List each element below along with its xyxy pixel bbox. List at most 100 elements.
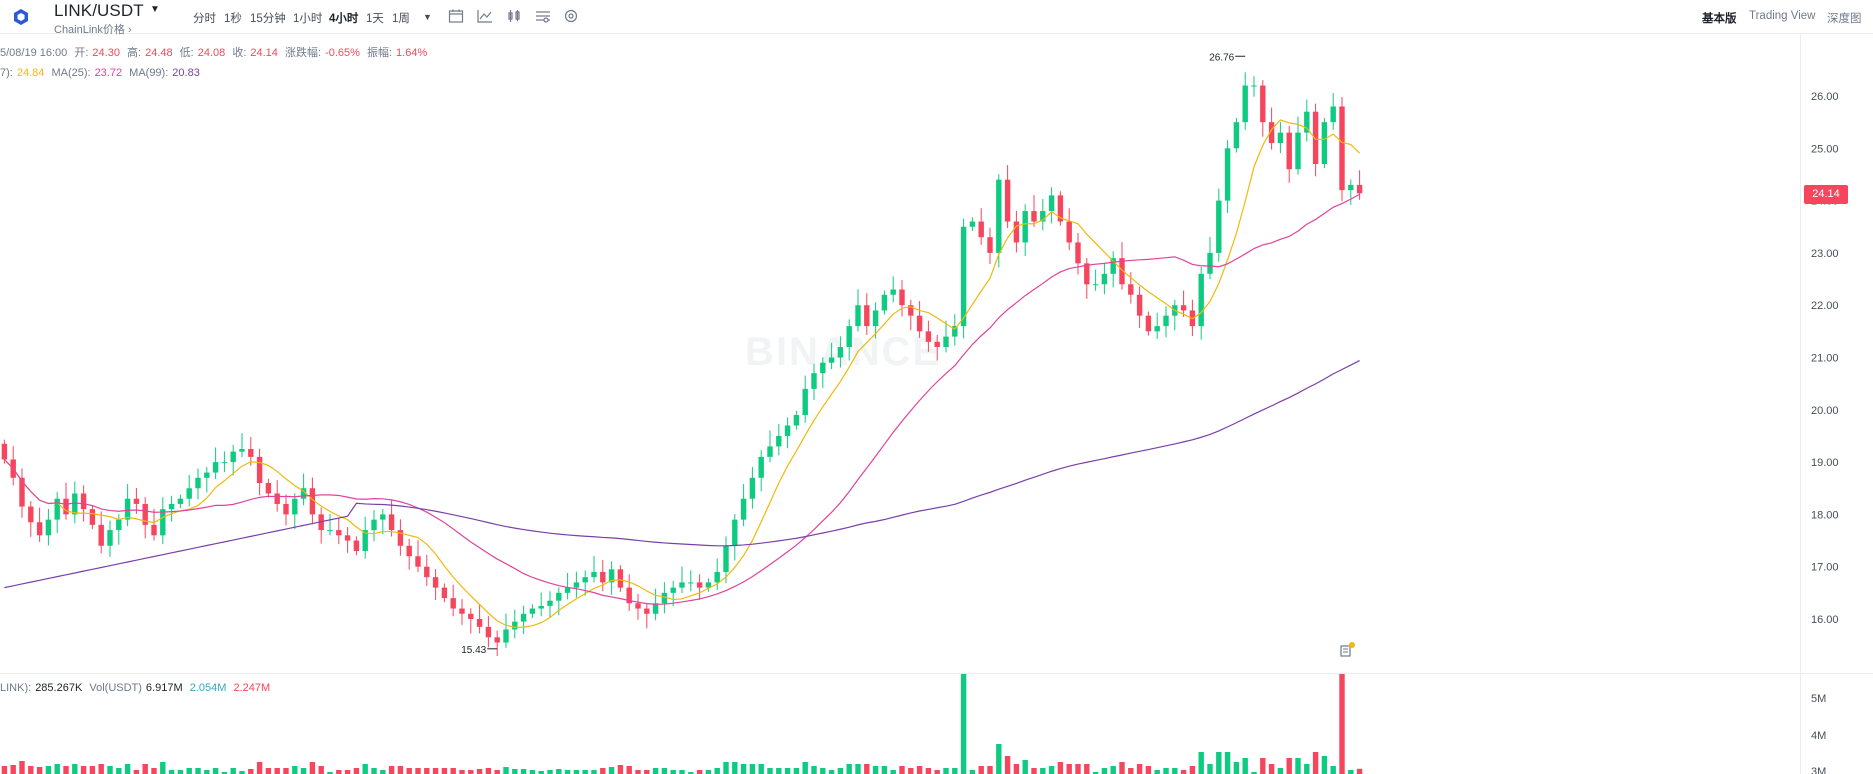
candle-body [758, 456, 764, 478]
volume-bar [556, 769, 562, 774]
interval-4h[interactable]: 4小时 [329, 13, 359, 25]
more-intervals-icon[interactable]: ▼ [423, 12, 432, 22]
candle [432, 569, 439, 600]
candle [1180, 290, 1187, 317]
candle-body [679, 582, 685, 588]
candle-body [248, 449, 254, 457]
view-basic[interactable]: 基本版 [1702, 13, 1737, 25]
candle-body [476, 619, 483, 627]
volume-bar [292, 766, 298, 774]
candle-body [776, 435, 782, 447]
candle-style-icon[interactable] [506, 9, 522, 23]
candle [811, 363, 817, 401]
volume-bar [899, 766, 905, 774]
pair-title[interactable]: LINK/USDT [54, 1, 144, 20]
candle-body [617, 569, 624, 588]
candle-body [1260, 85, 1266, 123]
candle [1013, 210, 1020, 253]
candle-body [714, 571, 720, 583]
candle [1277, 121, 1284, 154]
view-depth[interactable]: 深度图 [1827, 13, 1862, 25]
candle [1268, 107, 1275, 150]
volume-bar [1, 766, 8, 774]
candle-body [1136, 294, 1143, 316]
candle [45, 508, 52, 546]
volume-bar [54, 764, 60, 774]
candle-body [1304, 111, 1310, 133]
candle-body [1180, 305, 1187, 311]
candle [283, 494, 289, 526]
candle-body [344, 535, 351, 541]
candle [124, 484, 131, 527]
interval-15m[interactable]: 15分钟 [250, 13, 286, 25]
candle-body [494, 637, 500, 643]
candle-body [820, 362, 826, 374]
candle [441, 583, 448, 603]
candle [784, 417, 791, 449]
interval-1s[interactable]: 1秒 [224, 13, 242, 25]
candle-body [1242, 85, 1248, 123]
candle-body [1154, 326, 1160, 332]
indicator-settings-icon[interactable] [535, 9, 551, 23]
candlestick-chart[interactable]: 26.0025.0024.0023.0022.0021.0020.0019.00… [0, 34, 1873, 673]
candle [274, 480, 280, 512]
interval-1d[interactable]: 1天 [366, 13, 384, 25]
volume-bar [996, 744, 1002, 774]
candle [450, 584, 456, 617]
candle [28, 501, 34, 537]
candle [582, 570, 588, 596]
pair-subtitle-link[interactable]: ChainLink价格 › [54, 24, 132, 36]
volume-bar [353, 768, 360, 774]
candle-body [292, 498, 298, 515]
candle-body [336, 530, 342, 536]
interval-1h[interactable]: 1小时 [293, 13, 323, 25]
volume-bar [987, 766, 993, 774]
pair-dropdown-icon[interactable]: ▼ [150, 4, 160, 15]
candle-body [1119, 258, 1125, 285]
volume-bar [1189, 766, 1196, 774]
volume-bar [45, 766, 52, 774]
volume-bar [160, 762, 166, 774]
candle-body [1163, 315, 1169, 327]
candle [72, 481, 78, 524]
candle [468, 608, 474, 634]
candle [212, 447, 219, 480]
volume-bar [318, 766, 324, 774]
notes-icon[interactable] [1339, 642, 1355, 658]
volume-bar [828, 770, 835, 774]
candle [864, 293, 870, 335]
volume-bar [204, 770, 210, 774]
gear-icon[interactable] [563, 9, 579, 23]
candle [424, 554, 430, 586]
candle [969, 217, 976, 231]
candle [802, 375, 808, 423]
interval-1w[interactable]: 1周 [392, 13, 410, 25]
candle-body [556, 592, 562, 601]
volume-bar [441, 768, 448, 774]
volume-bar [142, 764, 148, 774]
candle [388, 499, 395, 537]
candle [1066, 208, 1072, 251]
volume-info-line: LINK): 285.267K Vol(USDT) 6.917M 2.054M 2.… [0, 682, 274, 694]
volume-bar [1216, 752, 1222, 774]
candle [1057, 191, 1064, 226]
candle-body [160, 509, 166, 536]
line-chart-icon[interactable] [477, 9, 493, 23]
candle-body [538, 605, 544, 609]
price-axis-label: 26.00 [1811, 91, 1839, 103]
calendar-icon[interactable] [448, 9, 464, 23]
candle [644, 603, 650, 629]
volume-chart[interactable]: 5M 4M 3M [0, 674, 1873, 774]
candle [608, 561, 615, 595]
interval-timeline[interactable]: 分时 [193, 13, 216, 25]
candle [881, 290, 888, 315]
volume-bar [468, 770, 474, 774]
volume-bar [80, 766, 87, 774]
volume-bar [397, 766, 404, 774]
candle [899, 280, 905, 317]
view-tradingview[interactable]: Trading View [1749, 10, 1816, 22]
candle-body [1022, 211, 1028, 243]
candle-date: 5/08/19 16:00 [0, 47, 68, 59]
ma99-value: 20.83 [172, 67, 200, 79]
volume-divider [0, 673, 1873, 674]
